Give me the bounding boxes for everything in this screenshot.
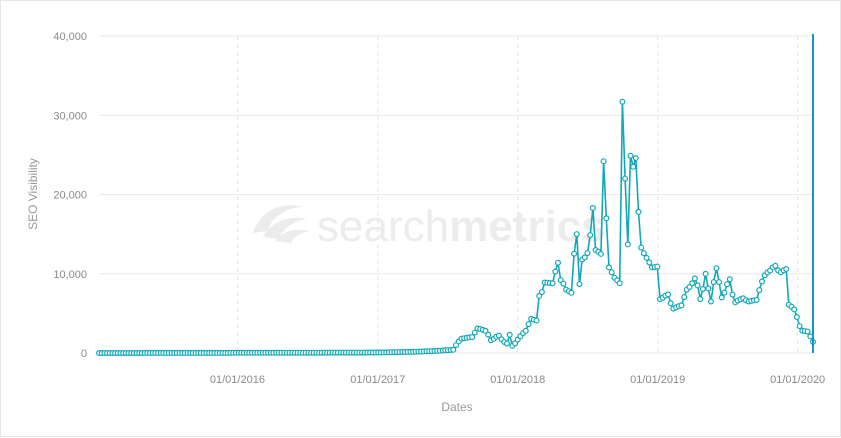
data-point[interactable] bbox=[640, 250, 647, 257]
data-point[interactable] bbox=[783, 266, 790, 273]
data-point[interactable] bbox=[571, 250, 578, 257]
data-point[interactable] bbox=[691, 275, 698, 282]
data-point[interactable] bbox=[718, 294, 725, 301]
searchmetrics-swoosh-icon bbox=[253, 205, 309, 243]
data-point[interactable] bbox=[605, 264, 612, 271]
data-point[interactable] bbox=[525, 321, 532, 328]
data-point[interactable] bbox=[756, 287, 763, 294]
data-point[interactable] bbox=[707, 298, 714, 305]
data-point[interactable] bbox=[600, 158, 607, 165]
data-point[interactable] bbox=[716, 279, 723, 286]
data-point[interactable] bbox=[632, 155, 639, 162]
data-point[interactable] bbox=[549, 280, 556, 287]
watermark-light: search bbox=[317, 202, 449, 251]
data-point[interactable] bbox=[573, 231, 580, 238]
watermark: searchmetrics bbox=[253, 202, 606, 251]
data-point[interactable] bbox=[689, 280, 696, 287]
x-tick-label: 01/01/2018 bbox=[490, 374, 545, 386]
data-point[interactable] bbox=[589, 205, 596, 212]
data-point[interactable] bbox=[554, 259, 561, 266]
y-tick-label: 30,000 bbox=[53, 110, 87, 122]
data-point[interactable] bbox=[533, 317, 540, 324]
y-tick-label: 0 bbox=[81, 348, 87, 360]
data-point[interactable] bbox=[681, 294, 688, 301]
data-point[interactable] bbox=[506, 331, 513, 338]
data-point[interactable] bbox=[635, 208, 642, 215]
data-point[interactable] bbox=[721, 289, 728, 296]
data-point[interactable] bbox=[597, 250, 604, 257]
data-point[interactable] bbox=[667, 300, 674, 307]
data-point[interactable] bbox=[568, 289, 575, 296]
x-tick-label: 01/01/2017 bbox=[350, 374, 405, 386]
data-point[interactable] bbox=[608, 269, 615, 276]
data-point[interactable] bbox=[643, 254, 650, 261]
data-point[interactable] bbox=[710, 279, 717, 286]
data-point[interactable] bbox=[729, 291, 736, 298]
data-point[interactable] bbox=[616, 280, 623, 287]
data-point[interactable] bbox=[713, 265, 720, 272]
data-point[interactable] bbox=[678, 302, 685, 309]
y-axis-title: SEO Visibility bbox=[26, 158, 40, 230]
data-point[interactable] bbox=[536, 292, 543, 299]
data-point[interactable] bbox=[603, 215, 610, 222]
data-point[interactable] bbox=[482, 327, 489, 334]
y-tick-label: 40,000 bbox=[53, 31, 87, 43]
data-point[interactable] bbox=[699, 286, 706, 293]
data-point[interactable] bbox=[646, 259, 653, 266]
data-point[interactable] bbox=[522, 327, 529, 334]
data-point[interactable] bbox=[485, 331, 492, 338]
data-point[interactable] bbox=[627, 152, 634, 159]
data-point[interactable] bbox=[665, 291, 672, 298]
data-point[interactable] bbox=[697, 296, 704, 303]
data-point[interactable] bbox=[538, 289, 545, 296]
data-point[interactable] bbox=[450, 346, 457, 353]
data-point[interactable] bbox=[705, 285, 712, 292]
data-point[interactable] bbox=[753, 296, 760, 303]
x-tick-label: 01/01/2020 bbox=[770, 374, 825, 386]
y-tick-label: 20,000 bbox=[53, 190, 87, 202]
data-point[interactable] bbox=[624, 241, 631, 248]
y-tick-label: 10,000 bbox=[53, 269, 87, 281]
data-point[interactable] bbox=[552, 268, 559, 275]
data-point[interactable] bbox=[584, 250, 591, 257]
data-point[interactable] bbox=[791, 306, 798, 313]
data-point[interactable] bbox=[702, 270, 709, 277]
x-tick-label: 01/01/2019 bbox=[630, 374, 685, 386]
data-point[interactable] bbox=[796, 323, 803, 330]
x-axis-title: Dates bbox=[441, 400, 472, 414]
data-point[interactable] bbox=[576, 281, 583, 288]
data-point[interactable] bbox=[724, 281, 731, 288]
data-point[interactable] bbox=[581, 254, 588, 261]
data-point[interactable] bbox=[804, 328, 811, 335]
data-point[interactable] bbox=[560, 280, 567, 287]
data-point[interactable] bbox=[504, 340, 511, 347]
data-point[interactable] bbox=[758, 278, 765, 285]
data-point[interactable] bbox=[793, 314, 800, 321]
data-points bbox=[95, 98, 816, 357]
watermark-text: searchmetrics bbox=[317, 202, 606, 251]
data-point[interactable] bbox=[694, 282, 701, 289]
x-tick-label: 01/01/2016 bbox=[210, 374, 265, 386]
y-axis-ticks: 0 10,000 20,000 30,000 40,000 bbox=[53, 31, 87, 360]
data-point[interactable] bbox=[471, 329, 478, 336]
watermark-bold: metrics bbox=[449, 202, 606, 251]
data-point[interactable] bbox=[807, 333, 814, 340]
data-point[interactable] bbox=[638, 244, 645, 251]
x-axis-ticks: 01/01/2016 01/01/2017 01/01/2018 01/01/2019… bbox=[210, 374, 825, 386]
data-point[interactable] bbox=[622, 175, 629, 182]
data-point[interactable] bbox=[726, 276, 733, 283]
data-point[interactable] bbox=[772, 262, 779, 269]
horizontal-gridlines bbox=[99, 35, 813, 354]
data-point[interactable] bbox=[587, 232, 594, 239]
data-point[interactable] bbox=[619, 98, 626, 105]
data-point[interactable] bbox=[654, 263, 661, 270]
data-point[interactable] bbox=[469, 334, 476, 341]
data-point[interactable] bbox=[630, 163, 637, 170]
